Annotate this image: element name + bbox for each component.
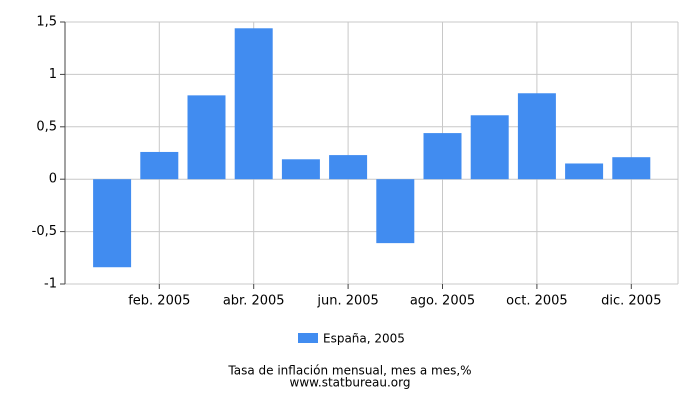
bar: [140, 151, 179, 180]
y-tick-label: 1,5: [36, 15, 57, 30]
y-tick-label: -0,5: [32, 224, 57, 239]
x-tick-label: ago. 2005: [410, 294, 475, 309]
x-tick-label: abr. 2005: [223, 294, 285, 309]
legend-label: España, 2005: [323, 332, 405, 346]
bar: [329, 155, 368, 180]
bar: [423, 133, 462, 180]
y-tick-label: -1: [44, 277, 57, 292]
legend-swatch: [298, 333, 318, 343]
x-tick-label: jun. 2005: [316, 294, 378, 309]
x-tick-label: dic. 2005: [601, 294, 661, 309]
y-tick-label: 0,5: [36, 119, 57, 134]
y-tick-label: 0: [49, 172, 57, 187]
bar: [517, 93, 556, 180]
bar: [376, 179, 415, 244]
x-tick-label: feb. 2005: [128, 294, 190, 309]
chart-title: Tasa de inflación mensual, mes a mes,%: [227, 364, 471, 378]
bar: [234, 28, 273, 180]
x-tick-label: oct. 2005: [506, 294, 568, 309]
y-tick-label: 1: [49, 67, 57, 82]
bar: [187, 95, 226, 180]
bar: [612, 157, 651, 180]
source: www.statbureau.org: [290, 376, 411, 390]
bar: [565, 163, 604, 180]
bar: [281, 159, 320, 180]
bar: [93, 179, 132, 268]
bar: [470, 115, 509, 180]
